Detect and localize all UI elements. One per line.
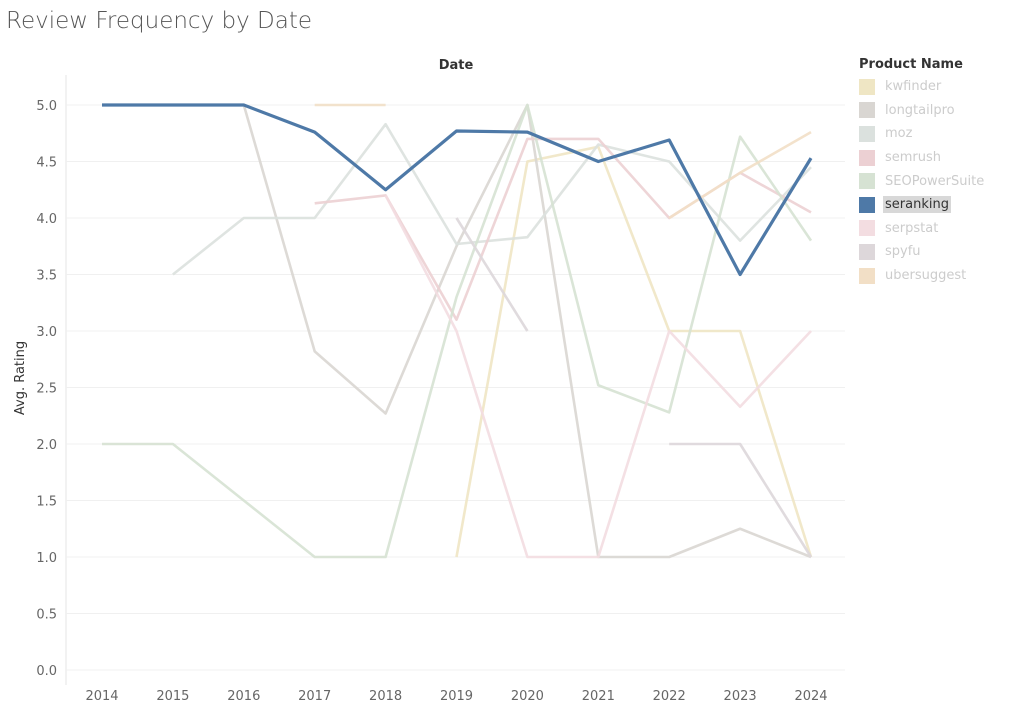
series-line-serpstat xyxy=(384,194,812,559)
series-line-seopowersuite xyxy=(102,103,813,559)
x-tick-label: 2018 xyxy=(369,689,402,704)
legend-label: kwfinder xyxy=(885,79,942,95)
series-line-semrush xyxy=(314,137,812,322)
x-tick-label: 2022 xyxy=(653,689,686,704)
legend-item-semrush[interactable]: semrush xyxy=(859,146,986,170)
legend-label: semrush xyxy=(885,150,942,166)
x-tick-label: 2014 xyxy=(85,689,118,704)
y-tick-label: 0.5 xyxy=(36,608,57,623)
y-tick-label: 1.5 xyxy=(36,495,57,510)
x-tick-label: 2019 xyxy=(440,689,473,704)
legend-item-kwfinder[interactable]: kwfinder xyxy=(859,75,986,99)
series-line-spyfu xyxy=(455,217,529,332)
x-tick-label: 2020 xyxy=(511,689,544,704)
legend-swatch xyxy=(859,78,875,95)
legend-label: serpstat xyxy=(885,220,939,236)
legend-item-longtailpro[interactable]: longtailpro xyxy=(859,99,986,123)
legend-swatch xyxy=(859,125,875,142)
chart-title: Review Frequency by Date xyxy=(6,8,312,34)
legend-swatch xyxy=(859,149,875,166)
series-line-moz xyxy=(172,122,812,276)
legend-label: moz xyxy=(885,126,913,142)
legend-item-serpstat[interactable]: serpstat xyxy=(859,217,986,241)
legend-item-seranking[interactable]: seranking xyxy=(859,193,986,217)
y-tick-label: 2.5 xyxy=(36,382,57,397)
legend: Product Name kwfinder longtailpro moz semru… xyxy=(859,57,986,287)
series-line-kwfinder xyxy=(455,145,813,558)
series-line-ubersuggest xyxy=(668,130,812,220)
x-tick-label: 2015 xyxy=(156,689,189,704)
legend-swatch xyxy=(859,220,875,237)
series-line-seranking xyxy=(102,103,813,277)
y-tick-label: 4.5 xyxy=(36,156,57,171)
x-tick-label: 2024 xyxy=(794,689,827,704)
column-header: Date xyxy=(439,58,474,73)
legend-swatch xyxy=(859,196,875,213)
x-tick-label: 2016 xyxy=(227,689,260,704)
legend-item-spyfu[interactable]: spyfu xyxy=(859,240,986,264)
legend-label: seranking xyxy=(883,196,951,214)
legend-label: spyfu xyxy=(885,244,921,260)
series-line-spyfu xyxy=(669,442,813,558)
legend-swatch xyxy=(859,267,875,284)
y-tick-label: 3.0 xyxy=(36,325,57,340)
x-tick-label: 2017 xyxy=(298,689,331,704)
legend-label: SEOPowerSuite xyxy=(885,173,985,189)
x-tick-label: 2021 xyxy=(582,689,615,704)
line-chart: Date Avg. Rating 0.0 0.5 1.0 1.5 2.0 2.5 3.0 3.5 4… xyxy=(13,58,845,704)
legend-item-moz[interactable]: moz xyxy=(859,122,986,146)
y-tick-label: 5.0 xyxy=(36,99,57,114)
legend-item-ubersuggest[interactable]: ubersuggest xyxy=(859,264,986,288)
y-tick-label: 0.0 xyxy=(36,664,57,679)
y-tick-label: 3.5 xyxy=(36,269,57,284)
legend-label: ubersuggest xyxy=(885,268,967,284)
x-tick-label: 2023 xyxy=(724,689,757,704)
legend-item-seopowersuite[interactable]: SEOPowerSuite xyxy=(859,169,986,193)
legend-swatch xyxy=(859,243,875,260)
legend-swatch xyxy=(859,173,875,190)
y-tick-label: 1.0 xyxy=(36,551,57,566)
legend-title: Product Name xyxy=(859,57,963,72)
legend-label: longtailpro xyxy=(885,102,955,118)
y-tick-label: 2.0 xyxy=(36,438,57,453)
y-axis-label: Avg. Rating xyxy=(13,341,28,415)
legend-swatch xyxy=(859,102,875,119)
y-tick-label: 4.0 xyxy=(36,212,57,227)
